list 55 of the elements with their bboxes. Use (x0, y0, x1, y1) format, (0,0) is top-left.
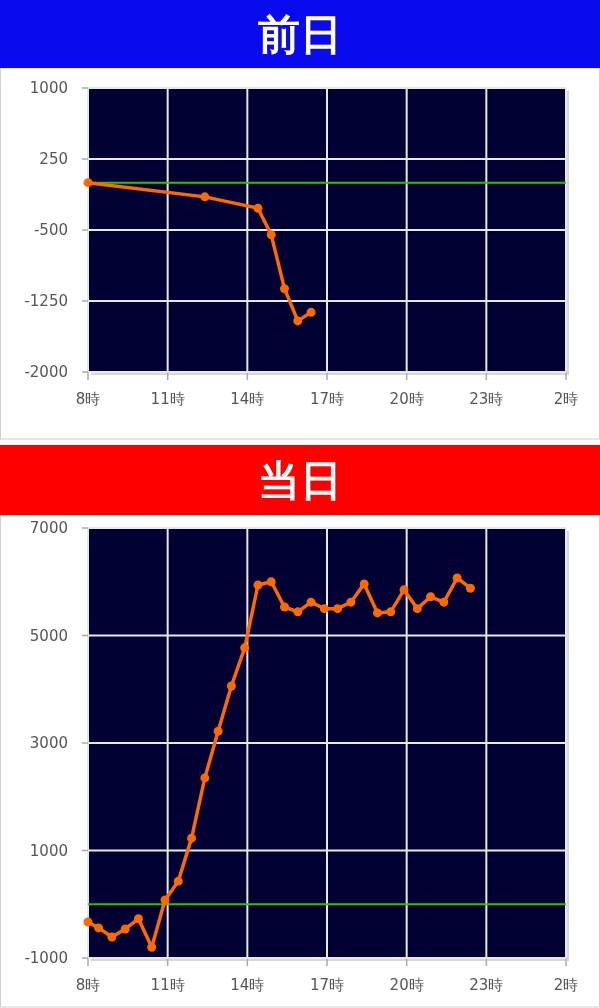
point (399, 585, 409, 595)
x-tick-label: 17時 (309, 390, 345, 408)
x-tick-label: 8時 (75, 976, 101, 994)
point (187, 833, 197, 843)
point (333, 604, 343, 614)
y-tick-label: -500 (33, 221, 68, 239)
point (240, 643, 250, 653)
point (173, 876, 183, 886)
y-tick-label: 3000 (29, 734, 68, 752)
chart-title: 前日 (258, 10, 342, 59)
y-tick-label: 5000 (29, 626, 68, 645)
point (346, 597, 356, 607)
x-tick-label: 2時 (553, 390, 579, 408)
point (213, 726, 223, 736)
x-tick-label: 20時 (389, 976, 424, 994)
chart-title: 当日 (258, 456, 342, 505)
y-tick-label: 1000 (29, 79, 68, 97)
y-tick-label: 7000 (29, 519, 68, 537)
point (412, 604, 422, 614)
point (439, 597, 449, 607)
x-tick-label: 23時 (469, 390, 504, 408)
point (200, 773, 210, 783)
point (306, 597, 316, 607)
point (107, 932, 117, 942)
x-tick-label: 2時 (553, 976, 579, 994)
y-tick-label: -2000 (24, 363, 68, 381)
point (253, 580, 263, 590)
y-tick-label: -1000 (24, 949, 68, 967)
point (94, 923, 104, 933)
point (120, 924, 130, 934)
point (266, 577, 276, 587)
x-tick-label: 17時 (309, 976, 345, 994)
point (147, 942, 157, 952)
point (465, 583, 475, 593)
x-tick-label: 14時 (230, 390, 265, 408)
x-tick-label: 8時 (75, 390, 101, 408)
point (372, 608, 382, 618)
point (226, 681, 236, 691)
point (160, 895, 170, 905)
point (319, 604, 329, 614)
point (280, 602, 290, 612)
x-tick-label: 14時 (230, 976, 265, 994)
y-tick-label: 1000 (29, 841, 68, 860)
x-tick-label: 11時 (150, 390, 185, 408)
x-tick-label: 23時 (469, 976, 504, 994)
point (386, 607, 396, 617)
point (133, 914, 143, 924)
point (293, 607, 303, 617)
point (452, 573, 462, 583)
x-tick-label: 11時 (150, 976, 185, 994)
point (426, 592, 436, 602)
x-tick-label: 20時 (389, 390, 424, 408)
point (359, 579, 369, 589)
y-tick-label: -1250 (24, 292, 68, 310)
y-tick-label: 250 (39, 150, 68, 168)
